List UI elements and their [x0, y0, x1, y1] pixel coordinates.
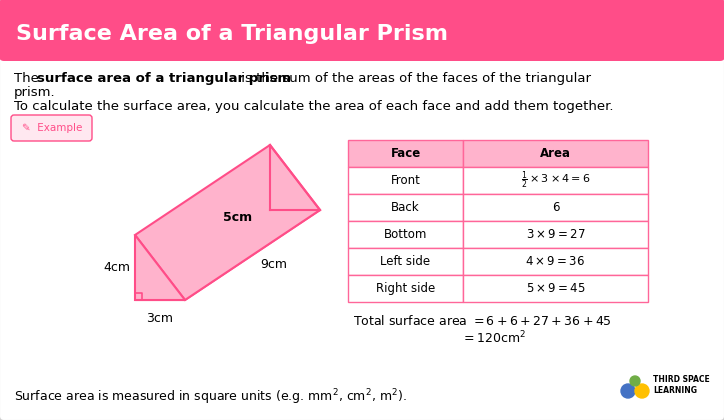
Bar: [4, 30, 720, 56]
Text: $5\times 9=45$: $5\times 9=45$: [526, 282, 585, 295]
Text: THIRD SPACE
LEARNING: THIRD SPACE LEARNING: [653, 375, 710, 395]
Text: $3\times 9=27$: $3\times 9=27$: [526, 228, 586, 241]
Polygon shape: [135, 145, 320, 300]
Bar: [463, 275, 648, 302]
Bar: [348, 221, 463, 248]
Bar: [348, 167, 463, 194]
Bar: [348, 140, 463, 167]
Text: $= 120\mathrm{cm}^2$: $= 120\mathrm{cm}^2$: [461, 330, 526, 346]
Text: Left side: Left side: [380, 255, 431, 268]
Bar: [463, 248, 648, 275]
FancyBboxPatch shape: [0, 0, 724, 61]
Text: $4\times 9=36$: $4\times 9=36$: [526, 255, 586, 268]
Bar: [348, 248, 463, 275]
Text: is the sum of the areas of the faces of the triangular: is the sum of the areas of the faces of …: [237, 72, 591, 85]
Text: Area: Area: [540, 147, 571, 160]
Bar: [348, 275, 463, 302]
FancyBboxPatch shape: [11, 115, 92, 141]
Circle shape: [630, 376, 640, 386]
Text: Right side: Right side: [376, 282, 435, 295]
Text: Front: Front: [390, 174, 421, 187]
Text: 4cm: 4cm: [103, 261, 130, 274]
Text: 6: 6: [552, 201, 559, 214]
Polygon shape: [135, 235, 185, 300]
Polygon shape: [135, 210, 320, 300]
Text: Surface area is measured in square units (e.g. mm$^2$, cm$^2$, m$^2$).: Surface area is measured in square units…: [14, 387, 407, 407]
Bar: [348, 194, 463, 221]
Bar: [463, 167, 648, 194]
Text: surface area of a triangular prism: surface area of a triangular prism: [37, 72, 291, 85]
Text: Back: Back: [391, 201, 420, 214]
Text: prism.: prism.: [14, 86, 56, 99]
Text: Face: Face: [390, 147, 421, 160]
Text: Bottom: Bottom: [384, 228, 427, 241]
Text: ✎  Example: ✎ Example: [22, 123, 83, 133]
Text: $\frac{1}{2}\times 3\times 4=6$: $\frac{1}{2}\times 3\times 4=6$: [521, 170, 590, 191]
Text: 5cm: 5cm: [223, 211, 252, 224]
Text: Surface Area of a Triangular Prism: Surface Area of a Triangular Prism: [16, 24, 448, 44]
Text: The: The: [14, 72, 43, 85]
Text: 9cm: 9cm: [261, 258, 287, 271]
Bar: [463, 194, 648, 221]
Bar: [463, 221, 648, 248]
Bar: [463, 140, 648, 167]
Text: 3cm: 3cm: [146, 312, 174, 325]
Circle shape: [635, 384, 649, 398]
Text: Total surface area $= 6 + 6 + 27 + 36 + 45$: Total surface area $= 6 + 6 + 27 + 36 + …: [353, 314, 612, 328]
Circle shape: [621, 384, 635, 398]
Text: To calculate the surface area, you calculate the area of each face and add them : To calculate the surface area, you calcu…: [14, 100, 613, 113]
